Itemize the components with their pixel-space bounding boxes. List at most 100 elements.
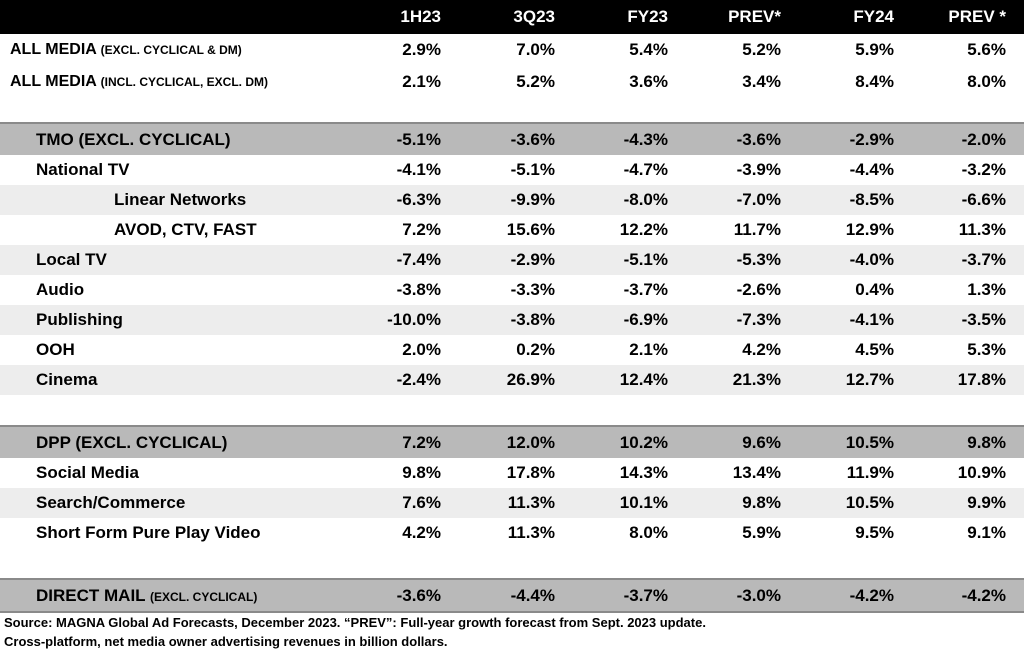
row-label-main: ALL MEDIA xyxy=(10,41,97,58)
row-label: AVOD, CTV, FAST xyxy=(114,220,257,239)
table-cell: 1.3% xyxy=(967,280,1006,299)
table-cell: -3.6% xyxy=(686,122,799,155)
row-label-main: ALL MEDIA xyxy=(10,73,97,90)
table-cell: -3.9% xyxy=(736,160,781,179)
row-label: TMO (EXCL. CYCLICAL) xyxy=(0,122,330,155)
table-cell: -5.1% xyxy=(573,245,686,275)
table-row: Linear Networks -6.3% -9.9% -8.0% -7.0% … xyxy=(0,185,1024,215)
table-cell: -4.4% xyxy=(459,578,573,611)
table-cell: 10.9% xyxy=(957,463,1006,482)
table-row: Publishing -10.0% -3.8% -6.9% -7.3% -4.1… xyxy=(0,305,1024,335)
table-cell: -3.8% xyxy=(396,280,441,299)
table-cell: -8.5% xyxy=(799,185,912,215)
table-cell: 2.1% xyxy=(330,66,459,98)
table-cell: 11.7% xyxy=(733,220,781,239)
section-row-dpp: DPP (EXCL. CYCLICAL) 7.2% 12.0% 10.2% 9.… xyxy=(0,425,1024,458)
table-cell: -2.9% xyxy=(459,245,573,275)
table-cell: 12.2% xyxy=(619,220,668,239)
spacer-row xyxy=(0,395,1024,426)
table-cell: 5.9% xyxy=(799,34,912,66)
table-cell: 8.0% xyxy=(629,523,668,542)
table-cell: 7.2% xyxy=(402,220,441,239)
table-row: OOH 2.0% 0.2% 2.1% 4.2% 4.5% 5.3% xyxy=(0,335,1024,365)
table-cell: 7.6% xyxy=(330,488,459,518)
table-cell: -3.6% xyxy=(459,122,573,155)
table-cell: 2.0% xyxy=(402,340,441,359)
table-cell: 2.9% xyxy=(330,34,459,66)
row-label: Publishing xyxy=(0,305,330,335)
table-cell: 12.4% xyxy=(573,365,686,395)
table-cell: 7.2% xyxy=(330,425,459,458)
ad-forecast-table: 1H23 3Q23 FY23 PREV* FY24 PREV * ALL MED… xyxy=(0,0,1024,611)
table-row: Social Media 9.8% 17.8% 14.3% 13.4% 11.9… xyxy=(0,458,1024,488)
table-row: ALL MEDIA (INCL. CYCLICAL, EXCL. DM) 2.1… xyxy=(0,66,1024,98)
table-cell: -2.0% xyxy=(912,122,1024,155)
table-cell: 9.8% xyxy=(402,463,441,482)
table-cell: 10.2% xyxy=(573,425,686,458)
table-cell: -4.4% xyxy=(849,160,894,179)
column-header-fy24: FY24 xyxy=(799,0,912,34)
table-cell: 13.4% xyxy=(732,463,781,482)
table-cell: 14.3% xyxy=(619,463,668,482)
table-cell: -3.5% xyxy=(912,305,1024,335)
table-row: Local TV -7.4% -2.9% -5.1% -5.3% -4.0% -… xyxy=(0,245,1024,275)
table-cell: 9.5% xyxy=(855,523,894,542)
table-cell: 17.8% xyxy=(912,365,1024,395)
table-cell: 9.8% xyxy=(912,425,1024,458)
column-header-prev-fy24: PREV * xyxy=(912,0,1024,34)
table-cell: 0.2% xyxy=(516,340,555,359)
table-cell: 7.0% xyxy=(459,34,573,66)
table-cell: 26.9% xyxy=(459,365,573,395)
column-header-fy23: FY23 xyxy=(573,0,686,34)
table-cell: -9.9% xyxy=(459,185,573,215)
column-header-1h23: 1H23 xyxy=(330,0,459,34)
table-cell: -2.4% xyxy=(330,365,459,395)
table-cell: -3.7% xyxy=(573,578,686,611)
row-label-main: DIRECT MAIL xyxy=(36,585,146,605)
spacer-cell xyxy=(0,548,1024,579)
table-cell: -3.7% xyxy=(912,245,1024,275)
spacer-row xyxy=(0,98,1024,123)
table-cell: -6.3% xyxy=(330,185,459,215)
row-label: ALL MEDIA (EXCL. CYCLICAL & DM) xyxy=(0,34,330,66)
table-cell: -3.0% xyxy=(686,578,799,611)
table-row: Cinema -2.4% 26.9% 12.4% 21.3% 12.7% 17.… xyxy=(0,365,1024,395)
table-row: Audio -3.8% -3.3% -3.7% -2.6% 0.4% 1.3% xyxy=(0,275,1024,305)
table-cell: 11.3% xyxy=(958,220,1006,239)
table-cell: -4.0% xyxy=(799,245,912,275)
table-cell: -8.0% xyxy=(573,185,686,215)
table-row: National TV -4.1% -5.1% -4.7% -3.9% -4.4… xyxy=(0,155,1024,185)
source-line-1: Source: MAGNA Global Ad Forecasts, Decem… xyxy=(4,615,706,630)
section-row-direct-mail: DIRECT MAIL (EXCL. CYCLICAL) -3.6% -4.4%… xyxy=(0,578,1024,611)
table-cell: -2.6% xyxy=(736,280,781,299)
table-cell: -7.0% xyxy=(686,185,799,215)
table-cell: -2.9% xyxy=(799,122,912,155)
table-cell: -7.4% xyxy=(330,245,459,275)
table-cell: 8.4% xyxy=(799,66,912,98)
row-label-qualifier: (EXCL. CYCLICAL) xyxy=(149,589,258,604)
spacer-cell xyxy=(0,98,1024,123)
table-cell: -5.1% xyxy=(330,122,459,155)
table-cell: -4.2% xyxy=(912,578,1024,611)
table-cell: -4.3% xyxy=(573,122,686,155)
table-cell: -4.2% xyxy=(799,578,912,611)
spacer-cell xyxy=(0,395,1024,426)
row-label: DPP (EXCL. CYCLICAL) xyxy=(0,425,330,458)
row-label: Short Form Pure Play Video xyxy=(36,523,261,542)
source-note: Source: MAGNA Global Ad Forecasts, Decem… xyxy=(0,613,1024,651)
row-label: OOH xyxy=(36,340,75,359)
column-header-label xyxy=(0,0,330,34)
table-cell: 5.4% xyxy=(573,34,686,66)
table-cell: 9.9% xyxy=(912,488,1024,518)
table-cell: -4.1% xyxy=(799,305,912,335)
table-cell: 4.5% xyxy=(855,340,894,359)
header-row: 1H23 3Q23 FY23 PREV* FY24 PREV * xyxy=(0,0,1024,34)
table-cell: 9.1% xyxy=(967,523,1006,542)
table-cell: -4.1% xyxy=(396,160,441,179)
table-cell: -6.6% xyxy=(912,185,1024,215)
table-cell: 2.1% xyxy=(629,340,668,359)
table-cell: 5.2% xyxy=(686,34,799,66)
column-header-3q23: 3Q23 xyxy=(459,0,573,34)
table-cell: 12.7% xyxy=(799,365,912,395)
